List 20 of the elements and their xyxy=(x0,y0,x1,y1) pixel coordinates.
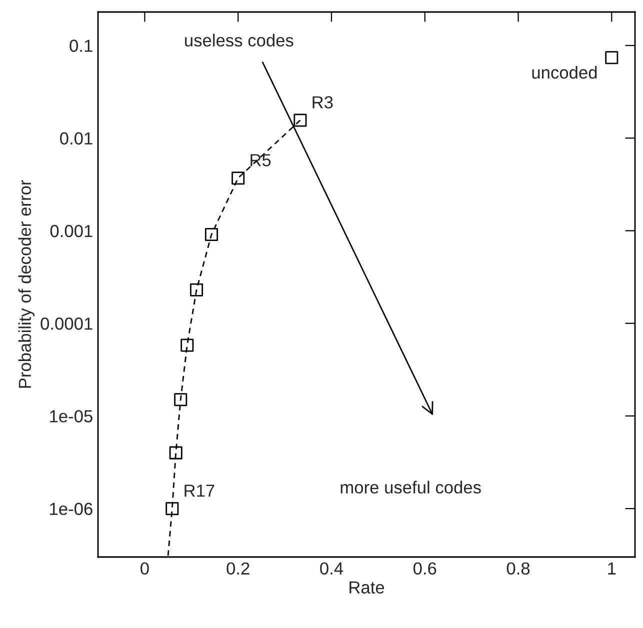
annotation: useless codes xyxy=(185,34,294,47)
y-axis-title: Probability of decoder error xyxy=(18,180,34,388)
y-tick-label: 0.0001 xyxy=(40,318,92,330)
x-tick-label: 0.8 xyxy=(506,562,530,575)
x-axis-title: Rate xyxy=(350,581,384,594)
x-tick-label: 0.4 xyxy=(320,562,344,575)
y-tick-label: 1e-06 xyxy=(50,502,92,516)
y-tick-label: 0.1 xyxy=(70,40,92,52)
x-tick-label: 0 xyxy=(140,562,149,575)
x-tick-label: 1 xyxy=(608,562,616,574)
y-tick-label: 0.01 xyxy=(60,132,92,145)
y-tick-label: 1e-05 xyxy=(50,410,92,422)
x-tick-label: 0.6 xyxy=(413,562,436,575)
y-tick-label: 0.001 xyxy=(50,224,92,238)
annotation: uncoded xyxy=(532,66,597,79)
annotation: R17 xyxy=(184,484,214,497)
annotation: R5 xyxy=(250,154,271,166)
annotation: more useful codes xyxy=(340,480,481,494)
annotation: R3 xyxy=(312,96,333,108)
x-tick-label: 0.2 xyxy=(226,562,250,575)
